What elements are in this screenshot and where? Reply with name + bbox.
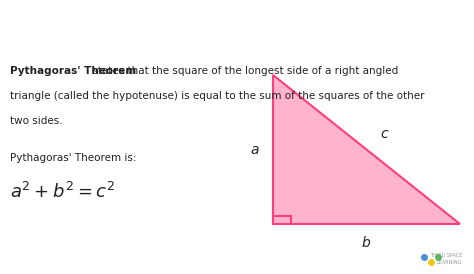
Text: THIRD SPACE
LEARNING: THIRD SPACE LEARNING [430,253,462,265]
Text: triangle (called the hypotenuse) is equal to the sum of the squares of the other: triangle (called the hypotenuse) is equa… [10,91,425,101]
Text: $a^2 + b^2 = c^2$: $a^2 + b^2 = c^2$ [10,182,116,202]
Text: Pythagoras' Theorem is:: Pythagoras' Theorem is: [10,153,137,163]
Text: states that the square of the longest side of a right angled: states that the square of the longest si… [89,66,398,76]
Text: Pythagoras' Theorem: Pythagoras' Theorem [10,18,211,36]
Text: $c$: $c$ [381,127,390,141]
Text: two sides.: two sides. [10,116,63,126]
Text: Pythagoras' Theorem: Pythagoras' Theorem [10,66,137,76]
Text: $b$: $b$ [361,235,371,250]
Polygon shape [273,75,460,224]
Text: $a$: $a$ [250,143,259,157]
